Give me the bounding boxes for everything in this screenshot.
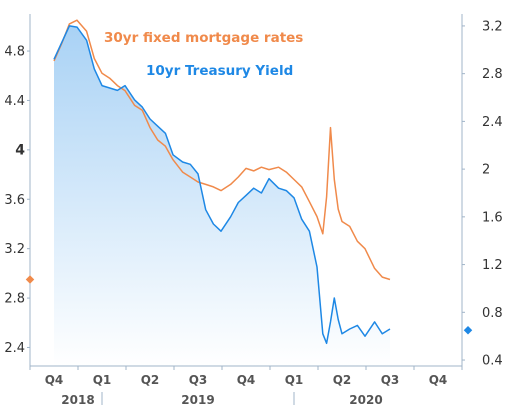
right-axis-ticks: 0.4 0.8 1.2 1.6 2 2.4 2.8 3.2 <box>462 19 503 369</box>
right-tick-label: 0.4 <box>482 354 503 369</box>
left-tick-label: 2.4 <box>4 341 25 356</box>
left-tick-label: 3.2 <box>4 242 25 257</box>
right-tick-label: 1.6 <box>482 210 503 225</box>
year-label: 2019 <box>181 393 214 407</box>
left-tick-label: 4.4 <box>4 94 25 109</box>
x-tick-label: Q3 <box>189 373 208 387</box>
mortgage-line <box>53 19 391 281</box>
mortgage-current-marker <box>25 275 35 284</box>
treasury-area-fill <box>54 25 390 367</box>
plot-area <box>53 19 391 367</box>
right-tick-label: 2.4 <box>482 115 503 130</box>
treasury-line <box>53 25 391 345</box>
treasury-series-label: 10yr Treasury Yield <box>146 63 293 79</box>
x-tick-label: Q4 <box>429 373 448 387</box>
left-tick-label: 4.8 <box>4 45 25 60</box>
year-label: 2018 <box>61 393 94 407</box>
year-labels: 2018 2019 2020 <box>61 393 382 407</box>
x-tick-label: Q4 <box>45 373 64 387</box>
year-label: 2020 <box>349 393 382 407</box>
treasury-current-marker <box>463 325 473 335</box>
x-tick-label: Q1 <box>285 373 304 387</box>
x-axis-ticks: Q4 Q1 Q2 Q3 Q4 Q1 Q2 Q3 Q4 <box>29 366 463 405</box>
x-tick-label: Q2 <box>141 373 160 387</box>
right-tick-label: 2.8 <box>482 67 503 82</box>
left-tick-label: 3.6 <box>4 193 25 208</box>
mortgage-series-label: 30yr fixed mortgage rates <box>104 30 303 46</box>
left-tick-label: 4 <box>15 142 25 158</box>
x-tick-label: Q2 <box>333 373 352 387</box>
right-tick-label: 0.8 <box>482 306 503 321</box>
x-tick-label: Q4 <box>237 373 256 387</box>
current-markers <box>25 275 473 335</box>
left-tick-label: 2.8 <box>4 292 25 307</box>
right-tick-label: 2 <box>482 163 490 178</box>
left-axis-ticks: 2.4 2.8 3.2 3.6 4 4.4 4.8 <box>4 45 30 356</box>
axes: 2.4 2.8 3.2 3.6 4 4.4 4.8 0.4 0.8 1.2 1.6 2 2.4 2.8 3… <box>4 14 503 407</box>
right-tick-label: 3.2 <box>482 19 503 34</box>
x-tick-label: Q1 <box>93 373 112 387</box>
right-tick-label: 1.2 <box>482 258 503 273</box>
x-tick-label: Q3 <box>381 373 400 387</box>
